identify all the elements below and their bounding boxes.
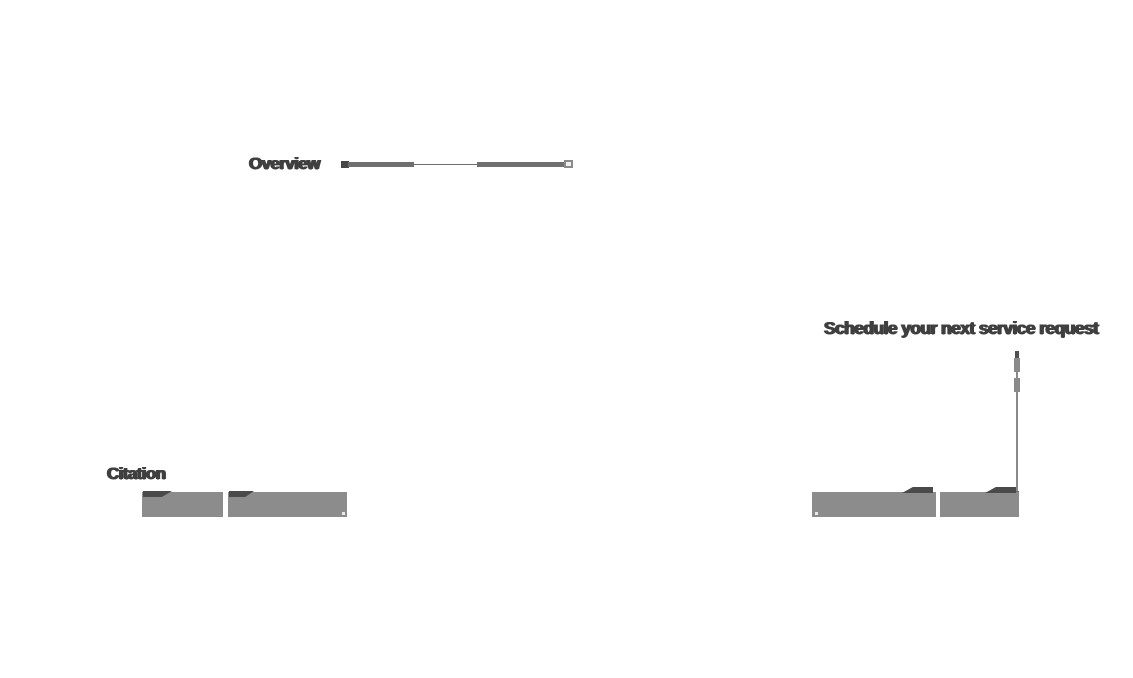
citation-button-2[interactable] xyxy=(228,491,347,517)
request-button-1[interactable] xyxy=(812,487,936,517)
vertical-connector xyxy=(1013,351,1020,496)
request-heading: Schedule your next service request xyxy=(824,318,1099,338)
citation-label: Citation xyxy=(107,464,166,483)
overview-label: Overview xyxy=(249,154,320,173)
connector-top-nub xyxy=(1014,351,1019,358)
connector-line xyxy=(1016,351,1018,496)
button-dot xyxy=(815,512,818,515)
slider-filled-segment-2 xyxy=(477,162,564,167)
slider-start-cap[interactable] xyxy=(341,160,349,168)
connector-segment-2 xyxy=(1013,378,1020,392)
button-corner-glyph xyxy=(143,491,172,497)
button-dot xyxy=(342,512,345,515)
button-corner-glyph xyxy=(902,487,933,493)
citation-button-1[interactable] xyxy=(142,491,223,517)
button-corner-glyph xyxy=(985,487,1016,493)
horizontal-range-slider[interactable] xyxy=(341,160,573,169)
connector-segment-1 xyxy=(1013,358,1020,372)
slider-filled-segment-1 xyxy=(348,162,414,167)
button-corner-glyph xyxy=(229,491,254,497)
slider-end-handle[interactable] xyxy=(564,160,573,168)
request-button-2[interactable] xyxy=(940,487,1019,517)
